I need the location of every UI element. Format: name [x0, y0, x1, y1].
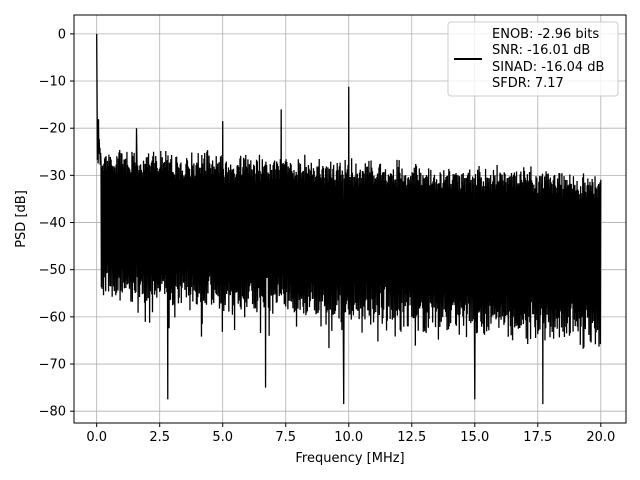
y-tick-label: −70: [39, 358, 66, 373]
y-axis-label: PSD [dB]: [14, 190, 29, 248]
legend-box: [447, 21, 619, 97]
plot-area: [96, 33, 602, 405]
x-tick-label: 15.0: [460, 430, 489, 445]
y-tick-label: 0: [58, 27, 66, 42]
x-tick-label: 2.5: [149, 430, 170, 445]
y-tick-label: −60: [39, 310, 66, 325]
y-tick-label: −40: [39, 216, 66, 231]
x-axis-label: Frequency [MHz]: [295, 451, 404, 466]
x-tick-label: 5.0: [212, 430, 233, 445]
x-tick-label: 0.0: [86, 430, 107, 445]
legend-entry-enob: ENOB: -2.96 bits: [492, 27, 599, 42]
legend-entry-sinad: SINAD: -16.04 dB: [492, 60, 604, 75]
y-tick-label: −20: [39, 122, 66, 137]
x-axis-ticks: 0.0 2.5 5.0 7.5 10.0 12.5 15.0 17.5 20.0: [86, 423, 615, 445]
y-tick-label: −50: [39, 263, 66, 278]
x-tick-label: 12.5: [397, 430, 426, 445]
y-axis-ticks: 0 −10 −20 −30 −40 −50 −60 −70 −80: [39, 27, 74, 420]
legend-entry-snr: SNR: -16.01 dB: [492, 43, 590, 58]
x-tick-label: 20.0: [586, 430, 615, 445]
x-tick-label: 10.0: [334, 430, 363, 445]
psd-series-line: [96, 33, 602, 405]
y-tick-label: −10: [39, 75, 66, 90]
y-tick-label: −30: [39, 169, 66, 184]
legend-entry-sfdr: SFDR: 7.17: [492, 76, 564, 91]
x-tick-label: 7.5: [275, 430, 296, 445]
x-tick-label: 17.5: [523, 430, 552, 445]
axes-frame: [73, 14, 627, 424]
y-tick-label: −80: [39, 405, 66, 420]
legend: ENOB: -2.96 bits SNR: -16.01 dB SINAD: -…: [447, 21, 619, 97]
